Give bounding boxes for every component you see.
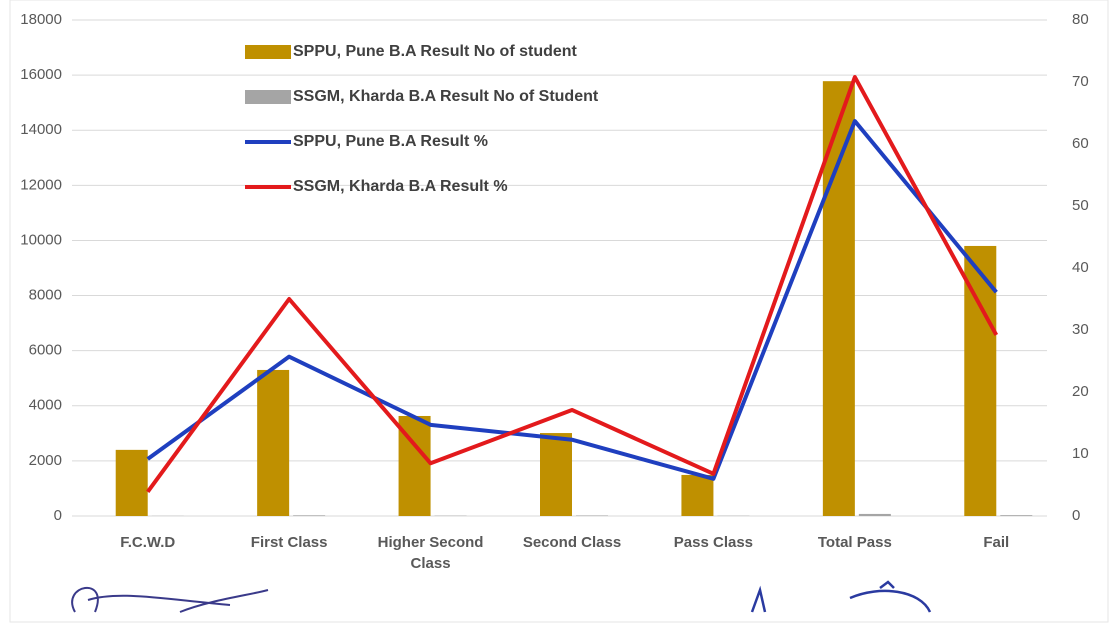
bar [540, 433, 572, 516]
legend-swatch [245, 90, 291, 104]
line [146, 119, 998, 481]
bar [576, 515, 608, 516]
y-tick-label: 16000 [20, 66, 62, 83]
y-tick-label: 6000 [29, 342, 62, 359]
y-tick-label: 2000 [29, 452, 62, 469]
y2-tick-label: 20 [1072, 383, 1089, 400]
y-tick-label: 14000 [20, 121, 62, 138]
bar [822, 81, 855, 516]
frame [9, 0, 1109, 623]
y2-tick-label: 0 [1072, 507, 1080, 524]
y-tick-label: 12000 [20, 176, 62, 193]
bar [681, 474, 714, 516]
x-tick-label: F.C.W.D [120, 534, 176, 551]
x-tick-label: Total Pass [817, 534, 892, 551]
y2-tick-label: 80 [1072, 11, 1089, 28]
y-tick-label: 0 [54, 507, 62, 524]
y2-tick-label: 60 [1072, 135, 1089, 152]
bar [257, 369, 290, 516]
bar [293, 515, 326, 516]
y-tick-label: 8000 [29, 287, 62, 304]
bar [115, 449, 148, 516]
signature [71, 587, 269, 613]
line [146, 75, 999, 494]
y2-tick-label: 10 [1072, 445, 1089, 462]
y-tick-label: 18000 [20, 11, 62, 28]
y2-tick-label: 70 [1072, 73, 1089, 90]
x-tick-label: Pass Class [673, 534, 754, 551]
bar [1000, 515, 1033, 516]
x-tick-label: First Class [250, 534, 328, 551]
y-tick-label: 10000 [20, 231, 62, 248]
legend-label: SSGM, Kharda B.A Result No of Student [293, 88, 599, 105]
y-tick-label: 4000 [29, 397, 62, 414]
x-tick-label: Fail [983, 534, 1010, 551]
y2-tick-label: 40 [1072, 259, 1089, 276]
legend-label: SSGM, Kharda B.A Result % [293, 178, 508, 195]
x-tick-label: Higher Second Class [377, 534, 484, 572]
bar [858, 513, 891, 516]
legend-swatch [245, 45, 291, 59]
legend-label: SPPU, Pune B.A Result No of student [293, 43, 578, 60]
legend-label: SPPU, Pune B.A Result % [293, 133, 488, 150]
signature [750, 580, 932, 613]
y2-tick-label: 30 [1072, 321, 1089, 338]
x-tick-label: Second Class [522, 534, 622, 551]
bar [964, 245, 997, 516]
y2-tick-label: 50 [1072, 197, 1089, 214]
